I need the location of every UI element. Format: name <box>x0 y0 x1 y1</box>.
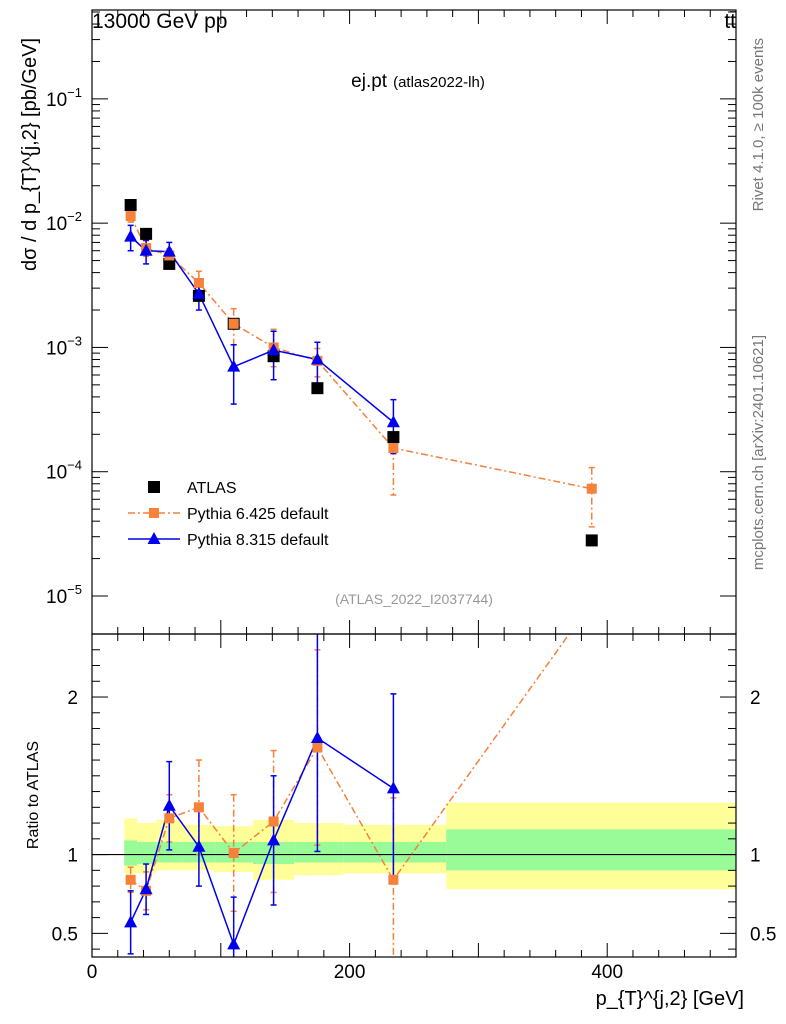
pythia6-point <box>193 277 204 288</box>
y-tick-exponent: −3 <box>67 333 82 348</box>
analysis-id: (ATLAS_2022_I2037744) <box>335 591 493 607</box>
y-tick-exponent: −4 <box>67 458 82 473</box>
y-tick-exponent: −2 <box>67 209 82 224</box>
pythia6-ratio-point <box>125 874 136 885</box>
chart-title-main: ej.pt <box>351 71 388 92</box>
pythia8-ratio-point <box>267 833 281 846</box>
y-tick-label: 10−3 <box>46 333 82 359</box>
ratio-tick-label-right: 1 <box>750 846 761 867</box>
axes: 0 200 400 10−5 10−4 10−3 10−2 10−1 0.5 0.5 1 1 2 2 <box>46 9 776 983</box>
pythia8-ratio-point <box>162 798 176 811</box>
atlas-point <box>585 534 598 547</box>
y-tick-label: 10−2 <box>46 209 82 235</box>
atlas-point <box>163 257 176 270</box>
atlas-point <box>124 198 137 211</box>
ratio-tick-label: 1 <box>67 846 78 867</box>
x-axis-title: p_{T}^{j,2} [GeV] <box>596 988 744 1010</box>
ratio-tick-label-right: 2 <box>750 688 761 709</box>
series-layer <box>124 198 598 957</box>
green-band <box>137 841 157 865</box>
legend-marker <box>147 532 161 544</box>
pythia6-line <box>129 215 592 490</box>
pythia6-ratio-point <box>193 802 204 813</box>
atlas-point <box>140 227 153 240</box>
pythia8-point <box>124 229 138 242</box>
pythia8-ratio-line <box>129 736 394 947</box>
green-band <box>343 841 447 863</box>
pythia6-point <box>388 443 399 454</box>
y-tick-label: 10−5 <box>46 582 82 608</box>
ratio-tick-label-right: 0.5 <box>750 924 776 945</box>
ratio-tick-label: 2 <box>67 688 78 709</box>
green-band <box>294 841 344 863</box>
pythia8-point <box>192 286 206 299</box>
pythia8-ratio-point <box>124 915 138 928</box>
pythia6-point <box>586 483 597 494</box>
pythia8-ratio-point <box>386 781 400 794</box>
ratio-frame <box>91 633 737 958</box>
pythia8-ratio-point <box>139 882 153 895</box>
pythia8-point <box>227 359 241 372</box>
process-label: tt̄ <box>724 10 736 33</box>
legend: ATLAS Pythia 6.425 default Pythia 8.315 de… <box>128 480 329 549</box>
pythia8-point <box>139 243 153 256</box>
y-tick-exponent: −5 <box>67 582 82 597</box>
y-tick-exponent: −1 <box>67 85 82 100</box>
green-band <box>156 841 183 863</box>
energy-label: 13000 GeV pp <box>92 10 227 33</box>
green-band <box>124 840 138 866</box>
pythia6-ratio-point <box>268 816 279 827</box>
legend-marker <box>149 508 159 518</box>
pythia8-ratio-point <box>192 839 206 852</box>
legend-atlas-marker <box>148 481 160 493</box>
pythia8-point <box>386 415 400 428</box>
mcplots-label: mcplots.cern.ch [arXiv:2401.10621] <box>750 335 767 570</box>
y-tick-label: 10−1 <box>46 85 82 111</box>
ratio-panel-series <box>124 597 597 957</box>
chart-title-sub: (atlas2022-lh) <box>393 74 485 91</box>
legend-label: Pythia 8.315 default <box>187 532 329 549</box>
rivet-label: Rivet 4.1.0, ≥ 100k events <box>750 38 767 211</box>
pythia6-ratio-point <box>388 874 399 885</box>
pythia8-point <box>267 343 281 356</box>
y-axis-title: dσ / d p_{T}^{j,2} [pb/GeV] <box>19 38 41 271</box>
pythia8-point <box>162 244 176 257</box>
pythia6-ratio-point <box>228 848 239 859</box>
x-tick-label: 0 <box>87 962 98 983</box>
legend-label: Pythia 6.425 default <box>187 506 329 523</box>
chart-title: ej.pt (atlas2022-lh) <box>351 71 485 92</box>
pythia6-ratio-point <box>587 597 597 607</box>
y-tick-label: 10−4 <box>46 458 82 484</box>
ratio-tick-label: 0.5 <box>52 924 78 945</box>
x-tick-label: 200 <box>334 962 366 983</box>
x-tick-label: 400 <box>591 962 623 983</box>
ratio-axis-title: Ratio to ATLAS <box>25 741 42 849</box>
pythia6-point <box>125 211 136 222</box>
pythia8-point <box>310 352 324 365</box>
atlas-point <box>387 431 400 444</box>
main-panel-series <box>124 198 598 547</box>
pythia6-point <box>228 318 239 329</box>
pythia8-ratio-point <box>227 937 241 950</box>
pythia8-ratio-point <box>310 730 324 743</box>
green-band <box>446 829 736 871</box>
uncertainty-bands <box>92 802 736 890</box>
atlas-point <box>311 382 324 395</box>
pythia6-ratio-point <box>312 742 323 753</box>
legend-label: ATLAS <box>187 480 237 497</box>
pythia6-ratio-point <box>164 813 175 824</box>
